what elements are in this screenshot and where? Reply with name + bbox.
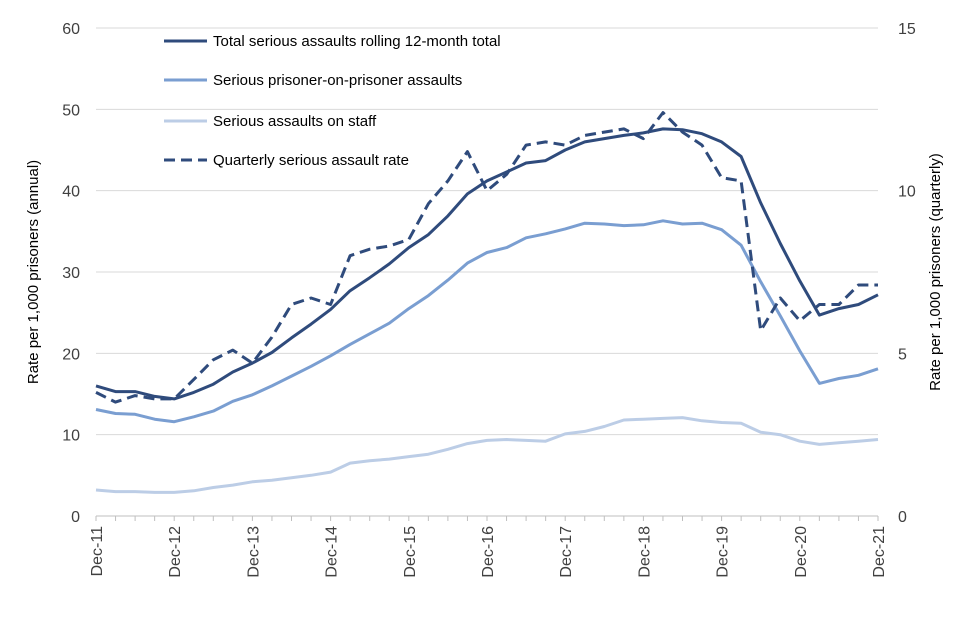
y-right-tick-label: 15 — [898, 21, 916, 38]
y-right-tick-label: 10 — [898, 184, 916, 201]
axes: 0 10 20 30 40 50 60 0 5 10 15 Dec-11 Dec-12 Dec-13 Dec… — [62, 21, 916, 578]
y-left-tick-label: 50 — [62, 102, 80, 119]
y-axis-right-title: Rate per 1,000 prisoners (quarterly) — [927, 153, 944, 391]
x-tick-label: Dec-20 — [793, 526, 810, 578]
x-tick-label: Dec-13 — [245, 526, 262, 578]
legend: Total serious assaults rolling 12-month … — [164, 33, 501, 169]
y-axis-left-title: Rate per 1,000 prisoners (annual) — [25, 160, 42, 384]
y-left-tick-label: 30 — [62, 265, 80, 282]
x-tick-label: Dec-17 — [558, 526, 575, 578]
y-left-tick-label: 40 — [62, 184, 80, 201]
series-line-1 — [95, 219, 879, 424]
y-left-tick-label: 60 — [62, 21, 80, 38]
legend-label-2: Serious assaults on staff — [213, 113, 377, 130]
x-tick-label: Dec-19 — [715, 526, 732, 578]
x-tick-label: Dec-11 — [89, 526, 106, 576]
legend-label-3: Quarterly serious assault rate — [213, 152, 409, 169]
y-left-tick-label: 10 — [62, 428, 80, 445]
y-right-tick-label: 5 — [898, 346, 907, 363]
x-tick-label: Dec-12 — [167, 526, 184, 578]
series-line-2 — [95, 416, 879, 494]
legend-label-1: Serious prisoner-on-prisoner assaults — [213, 72, 462, 89]
x-tick-label: Dec-21 — [871, 526, 888, 578]
series-line-0 — [95, 127, 879, 401]
gridlines — [96, 27, 878, 436]
series-lines — [95, 111, 879, 494]
y-left-tick-label: 0 — [71, 509, 80, 526]
y-left-tick-label: 20 — [62, 346, 80, 363]
legend-label-0: Total serious assaults rolling 12-month … — [213, 33, 501, 50]
x-tick-label: Dec-16 — [480, 526, 497, 578]
x-tick-label: Dec-15 — [402, 526, 419, 578]
y-right-tick-label: 0 — [898, 509, 907, 526]
x-tick-label: Dec-18 — [636, 526, 653, 578]
x-tick-label: Dec-14 — [324, 526, 341, 578]
